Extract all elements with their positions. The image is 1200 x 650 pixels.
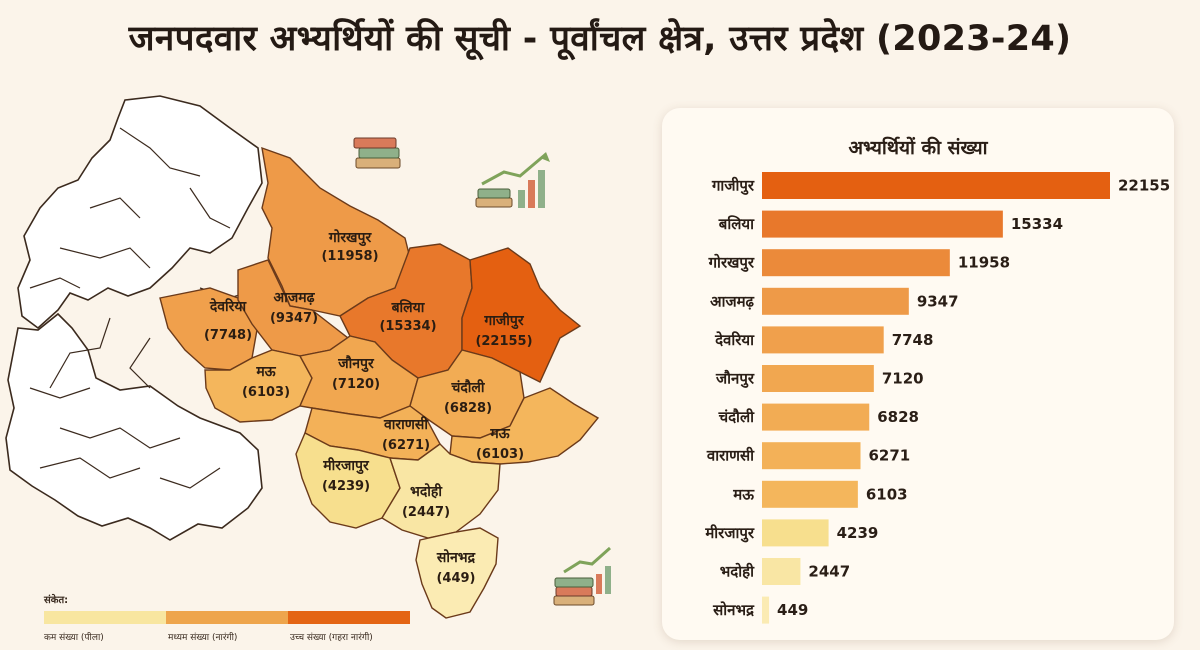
bar-7	[762, 442, 861, 470]
category-label-4: देवरिया	[714, 331, 755, 349]
map-label-ballia-name: बलिया	[391, 299, 426, 316]
district-map: गोरखपुर (11958) देवरिया (7748) आजमढ़ (93…	[0, 88, 650, 650]
legend-label-low: कम संख्या (पीला)	[44, 633, 104, 643]
value-label-11: 449	[777, 601, 808, 619]
category-label-2: गोरखपुर	[708, 254, 755, 273]
map-label-gorakhpur-value: (11958)	[321, 249, 378, 264]
bar-11	[762, 596, 770, 624]
category-label-9: मीरजापुर	[704, 524, 755, 543]
bar-5	[762, 365, 874, 392]
bar-chart: गाजीपुर 22155 बलिया 15334 गोरखपुर 11958 आजमढ़ 9…	[704, 172, 1170, 624]
map-label-mirzapur-name: मीरजापुर	[322, 457, 370, 475]
category-label-0: गाजीपुर	[711, 177, 755, 196]
category-label-7: वाराणसी	[706, 447, 755, 465]
district-area-bhadohi[interactable]	[381, 443, 501, 539]
books-icon	[353, 137, 401, 169]
map-label-varanasi-name: वाराणसी	[383, 416, 429, 433]
map-label-ballia-value: (15334)	[379, 319, 436, 334]
value-label-6: 6828	[877, 408, 919, 426]
value-label-10: 2447	[808, 563, 850, 581]
books-growth-chart-icon	[553, 546, 611, 606]
map-label-azamgarh-name: आजमढ़	[274, 290, 316, 306]
map-label-chandauli-name: चंदौली	[450, 379, 485, 396]
map-legend: संकेत: कम संख्या (पीला) मध्यम संख्या (ना…	[44, 592, 414, 644]
map-label-jaunpur-value: (7120)	[332, 377, 380, 392]
map-label-ghazipur-name: गाजीपुर	[483, 312, 524, 330]
bar-3	[762, 287, 909, 315]
map-label-mau-east-value: (6103)	[476, 447, 524, 462]
value-label-5: 7120	[882, 370, 924, 388]
bar-4	[762, 326, 884, 354]
value-label-9: 4239	[837, 524, 879, 542]
map-label-mau-east-name: मऊ	[489, 426, 510, 442]
category-label-10: भदोही	[720, 563, 755, 581]
category-label-1: बलिया	[718, 215, 755, 233]
map-label-sonbhadra-value: (449)	[436, 571, 475, 586]
map-label-sonbhadra-name: सोनभद्र	[436, 549, 476, 566]
map-label-deoria-name: देवरिया	[209, 298, 248, 315]
map-label-chandauli-value: (6828)	[444, 401, 492, 416]
bar-chart-panel: अभ्यर्थियों की संख्या गाजीपुर 22155 बलिया 1…	[662, 108, 1174, 640]
map-label-azamgarh-value: (9347)	[270, 311, 318, 326]
value-label-8: 6103	[866, 485, 908, 503]
map-label-mirzapur-value: (4239)	[322, 479, 370, 494]
bar-10	[762, 558, 801, 585]
category-label-3: आजमढ़	[710, 292, 754, 310]
map-label-mau-west-name: मऊ	[255, 364, 276, 380]
category-label-8: मऊ	[732, 485, 755, 503]
map-label-ghazipur-value: (22155)	[475, 334, 532, 349]
district-area-mirzapur[interactable]	[295, 432, 401, 529]
district-area-sonbhadra[interactable]	[415, 527, 499, 619]
value-label-2: 11958	[958, 254, 1010, 272]
map-svg: गोरखपुर (11958) देवरिया (7748) आजमढ़ (93…	[5, 95, 600, 619]
legend-title: संकेत:	[44, 595, 69, 606]
value-label-3: 9347	[917, 292, 959, 310]
value-label-1: 15334	[1011, 215, 1063, 233]
chart-title: अभ्यर्थियों की संख्या	[848, 137, 988, 159]
category-label-11: सोनभद्र	[712, 601, 755, 619]
legend-swatch-low	[44, 611, 166, 624]
map-label-varanasi-value: (6271)	[382, 438, 430, 453]
map-label-deoria-value: (7748)	[204, 328, 252, 343]
map-label-bhadohi-value: (2447)	[402, 505, 450, 520]
map-label-bhadohi-name: भदोही	[410, 483, 443, 500]
district-area-ghazipur[interactable]	[461, 247, 582, 383]
bar-1	[762, 210, 1003, 238]
legend-swatch-medium	[166, 611, 288, 624]
value-label-0: 22155	[1118, 177, 1170, 195]
bar-6	[762, 403, 870, 431]
purvanchal-districts	[159, 146, 600, 619]
books-growth-chart-icon	[475, 152, 550, 208]
legend-label-medium: मध्यम संख्या (नारंगी)	[168, 633, 238, 643]
category-label-6: चंदौली	[718, 408, 756, 426]
page-title: जनपदवार अभ्यर्थियों की सूची - पूर्वांचल …	[128, 19, 1072, 59]
map-label-jaunpur-name: जौनपुर	[337, 355, 375, 373]
category-label-5: जौनपुर	[715, 370, 755, 389]
map-labels: गोरखपुर (11958) देवरिया (7748) आजमढ़ (93…	[204, 229, 533, 586]
bar-9	[762, 519, 829, 547]
bar-0	[762, 172, 1110, 199]
bar-2	[762, 249, 950, 277]
map-label-gorakhpur-name: गोरखपुर	[328, 229, 373, 247]
other-districts	[5, 95, 263, 541]
legend-label-high: उच्च संख्या (गहरा नारंगी)	[290, 633, 373, 643]
value-label-7: 6271	[869, 447, 911, 465]
legend-swatch-high	[288, 611, 410, 624]
bar-8	[762, 480, 858, 508]
value-label-4: 7748	[892, 331, 934, 349]
map-label-mau-west-value: (6103)	[242, 385, 290, 400]
